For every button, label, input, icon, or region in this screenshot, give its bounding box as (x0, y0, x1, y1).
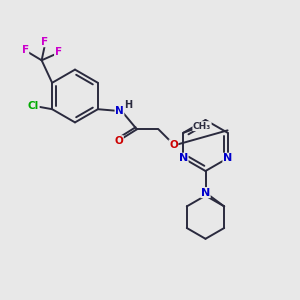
Text: H: H (124, 100, 133, 110)
Text: O: O (169, 140, 178, 150)
Text: F: F (55, 47, 62, 57)
Text: CH₃: CH₃ (193, 122, 211, 131)
Text: N: N (179, 153, 188, 163)
Text: O: O (115, 136, 123, 146)
Text: N: N (115, 106, 124, 116)
Text: F: F (22, 45, 29, 55)
Text: N: N (201, 188, 210, 198)
Text: F: F (41, 37, 48, 47)
Text: Cl: Cl (28, 100, 39, 111)
Text: N: N (223, 153, 232, 163)
